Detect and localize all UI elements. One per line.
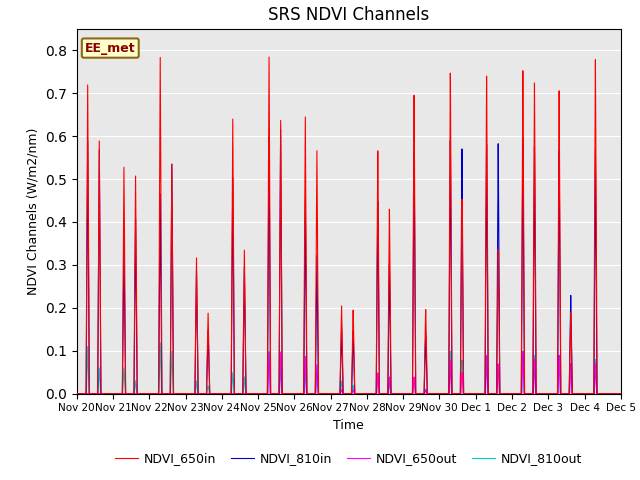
NDVI_810in [205,358,212,363]
NDVI_810out [617,391,625,396]
NDVI_650in [617,391,625,396]
NDVI_810out [202,391,210,396]
NDVI_810in [278,348,286,353]
Legend: NDVI_650in, NDVI_810in, NDVI_650out, NDVI_810out: NDVI_650in, NDVI_810in, NDVI_650out, NDV… [110,447,588,470]
Line: NDVI_810out: NDVI_810out [77,343,621,394]
NDVI_810in [277,126,285,132]
Line: NDVI_650in: NDVI_650in [77,57,621,394]
Y-axis label: NDVI Channels (W/m2/nm): NDVI Channels (W/m2/nm) [26,128,40,295]
NDVI_650in [73,391,81,396]
NDVI_810in [612,391,620,396]
NDVI_650out [612,391,620,396]
NDVI_650out [205,391,212,396]
NDVI_810out [205,388,212,394]
X-axis label: Time: Time [333,419,364,432]
Line: NDVI_810in: NDVI_810in [77,129,621,394]
NDVI_650out [199,391,207,396]
NDVI_650in [199,391,207,396]
NDVI_650out [202,391,210,396]
NDVI_810in [202,391,210,396]
NDVI_650in [265,54,273,60]
NDVI_810in [73,391,81,396]
NDVI_810out [200,391,207,396]
NDVI_650in [278,335,286,340]
Line: NDVI_650out: NDVI_650out [77,351,621,394]
NDVI_810out [73,391,81,396]
NDVI_810out [612,391,620,396]
NDVI_650in [317,391,324,396]
NDVI_650out [278,391,285,396]
NDVI_650in [612,391,620,396]
NDVI_650out [519,348,527,354]
NDVI_810in [617,391,625,396]
NDVI_650out [317,391,324,396]
NDVI_810out [156,340,164,346]
Title: SRS NDVI Channels: SRS NDVI Channels [268,6,429,24]
NDVI_810in [317,391,324,396]
NDVI_650out [73,391,81,396]
NDVI_650in [205,347,212,352]
NDVI_810out [278,391,286,396]
NDVI_810out [317,391,324,396]
NDVI_810in [199,391,207,396]
NDVI_650in [202,391,210,396]
NDVI_650out [617,391,625,396]
Text: EE_met: EE_met [85,42,136,55]
